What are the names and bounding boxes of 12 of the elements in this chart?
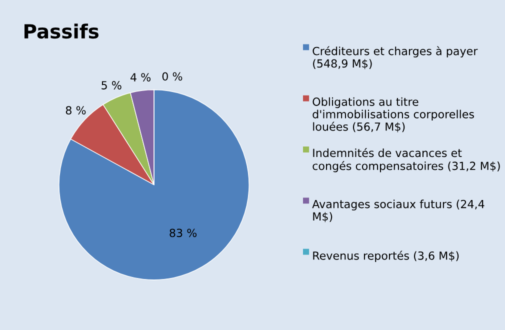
pie-slice — [58, 89, 250, 280]
legend-label: Avantages sociaux futurs (24,4 M$) — [312, 200, 484, 222]
chart-title: Passifs — [24, 24, 99, 39]
text: 0 % — [162, 72, 182, 81]
data-label: 83 % — [170, 228, 197, 238]
data-label: 8 % — [66, 106, 86, 115]
legend-label: Revenus reportés (3,6 M$) — [313, 250, 459, 262]
legend-label: Créditeurs et charges à payer (548,9 M$) — [312, 46, 478, 70]
legend-label: Indemnités de vacances et congés compensatoires (31,2 M$) — [312, 148, 500, 172]
legend-label: Obligations au titre d'immobilisations corporelles louées (56,7 M$) — [312, 97, 474, 132]
data-label: 4 % — [130, 73, 151, 82]
data-label: 5 % — [102, 81, 122, 90]
